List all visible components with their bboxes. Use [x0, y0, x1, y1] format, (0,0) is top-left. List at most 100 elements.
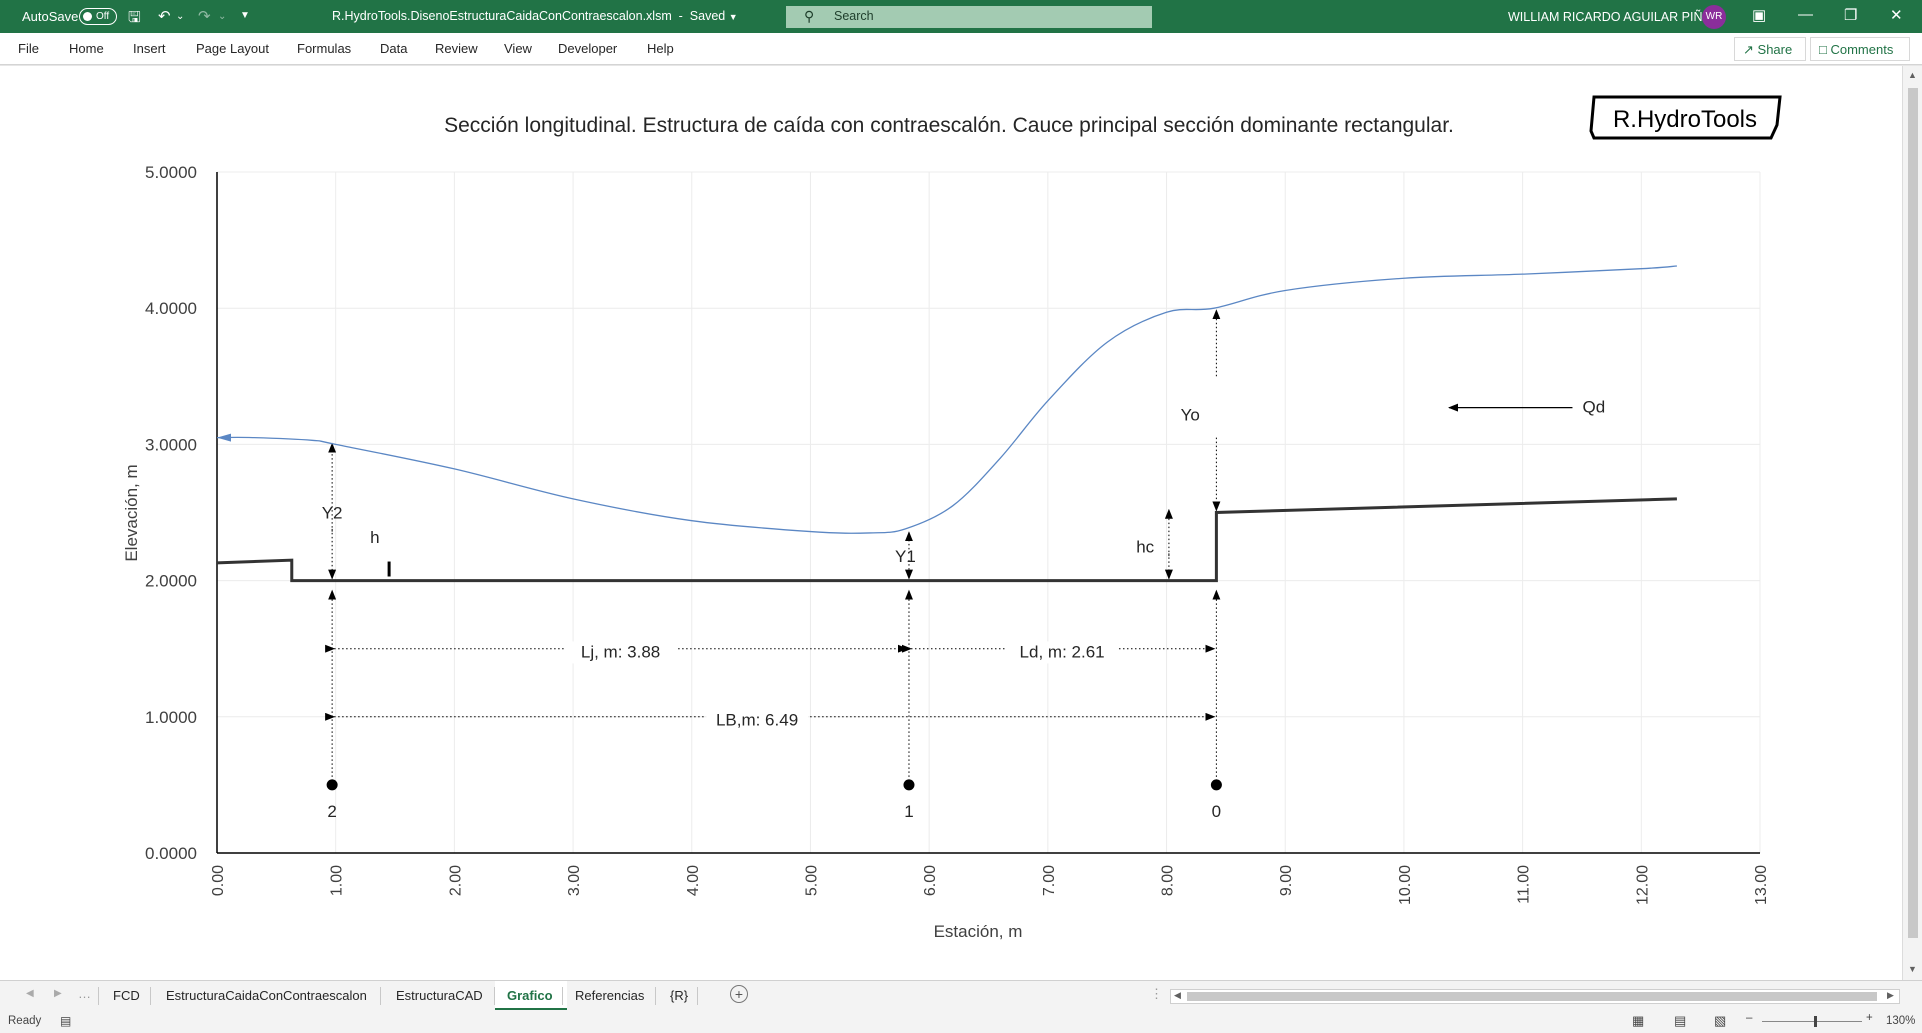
x-tick-label: 3.00 — [566, 865, 583, 896]
chart[interactable]: Sección longitudinal. Estructura de caíd… — [107, 85, 1791, 957]
zoom-out-icon[interactable]: – — [1746, 1012, 1753, 1024]
customize-toolbar-icon[interactable]: ▼ — [240, 10, 250, 21]
tab-separator — [697, 987, 698, 1005]
sheet-tab-r[interactable]: {R} — [670, 988, 689, 1003]
tab-separator — [494, 987, 495, 1005]
section-point-label: 0 — [1212, 802, 1221, 821]
tab-separator — [655, 987, 656, 1005]
tab-developer[interactable]: Developer — [558, 41, 618, 56]
add-sheet-icon[interactable]: + — [730, 985, 748, 1003]
chart-title: Sección longitudinal. Estructura de caíd… — [444, 114, 1454, 137]
tab-view[interactable]: View — [504, 41, 532, 56]
avatar[interactable]: WR — [1702, 5, 1726, 29]
ribbon-display-options-icon[interactable]: ▣ — [1752, 7, 1767, 24]
scroll-right-icon[interactable]: ▶ — [1887, 990, 1894, 1000]
autosave-state: Off — [96, 11, 110, 22]
x-tick-label: 0.00 — [210, 865, 227, 896]
user-name[interactable]: WILLIAM RICARDO AGUILAR PIÑA — [1508, 10, 1711, 24]
minimize-icon[interactable]: — — [1798, 6, 1813, 23]
logo-text: R.HydroTools — [1613, 106, 1757, 133]
logo: R.HydroTools — [1589, 95, 1782, 140]
tab-formulas[interactable]: Formulas — [297, 41, 352, 56]
normal-view-icon[interactable]: ▦ — [1632, 1013, 1645, 1028]
tab-data[interactable]: Data — [380, 41, 408, 56]
tab-insert[interactable]: Insert — [133, 41, 166, 56]
redo-dropdown-icon[interactable]: ⌄ — [218, 11, 227, 22]
comments-label: Comments — [1830, 42, 1894, 57]
more-sheets-icon[interactable]: … — [78, 986, 91, 1001]
tab-file[interactable]: File — [18, 41, 39, 56]
share-icon: ↗ — [1743, 42, 1754, 57]
annotation-label: Y2 — [322, 504, 343, 523]
horizontal-scrollbar[interactable]: ◀ ▶ — [1170, 989, 1900, 1004]
next-sheet-icon[interactable]: ▶ — [54, 988, 62, 999]
comment-icon: □ — [1819, 42, 1827, 57]
annotation-label: Ld, m: 2.61 — [1020, 642, 1105, 661]
macro-recording-icon[interactable]: ▤ — [60, 1014, 72, 1028]
prev-sheet-icon[interactable]: ◀ — [26, 988, 34, 999]
y-tick-label: 4.0000 — [145, 299, 197, 318]
tab-review[interactable]: Review — [435, 41, 478, 56]
flow-direction-arrowhead — [217, 433, 231, 442]
tab-home[interactable]: Home — [69, 41, 104, 56]
zoom-slider[interactable] — [1762, 1016, 1862, 1027]
search-icon: ⚲ — [804, 8, 815, 24]
file-name: R.HydroTools.DisenoEstructuraCaidaConCon… — [332, 9, 672, 23]
tab-separator — [98, 987, 99, 1005]
section-point-marker — [1210, 779, 1222, 791]
sheet-tab-referencias[interactable]: Referencias — [575, 988, 645, 1003]
sheet-tab-fcd[interactable]: FCD — [113, 988, 140, 1003]
scroll-down-icon[interactable]: ▼ — [1908, 964, 1917, 974]
status-text: Ready — [8, 1015, 42, 1027]
y-tick-label: 2.0000 — [145, 572, 197, 591]
save-status: Saved — [689, 9, 726, 23]
x-axis-label: Estación, m — [934, 922, 1023, 941]
page-break-view-icon[interactable]: ▧ — [1714, 1013, 1727, 1028]
y-tick-label: 1.0000 — [145, 708, 197, 727]
x-tick-label: 2.00 — [447, 865, 464, 896]
x-tick-label: 13.00 — [1753, 865, 1770, 905]
annotation-label-background — [1006, 641, 1118, 664]
restore-icon[interactable]: ❐ — [1844, 7, 1858, 24]
autosave-toggle[interactable]: Off — [79, 8, 117, 25]
axes — [216, 172, 1760, 854]
sheet-tab-estructura-caida[interactable]: EstructuraCaidaConContraescalon — [166, 988, 367, 1003]
page-layout-view-icon[interactable]: ▤ — [1674, 1013, 1687, 1028]
save-icon[interactable]: 🖫 — [128, 9, 141, 26]
tab-page-layout[interactable]: Page Layout — [196, 41, 270, 56]
search-placeholder: Search — [834, 9, 874, 23]
sheet-tab-grafico[interactable]: Grafico — [495, 981, 567, 1010]
share-button[interactable]: ↗ Share — [1734, 37, 1806, 61]
scroll-left-icon[interactable]: ◀ — [1174, 990, 1181, 1000]
splitter-handle-icon[interactable]: ⋮ — [1150, 986, 1163, 1001]
tab-separator — [150, 987, 151, 1005]
undo-dropdown-icon[interactable]: ⌄ — [176, 11, 185, 22]
x-tick-label: 9.00 — [1278, 865, 1295, 896]
search-input[interactable]: ⚲ Search — [786, 6, 1152, 28]
scroll-up-icon[interactable]: ▲ — [1908, 70, 1917, 80]
chart-svg: Sección longitudinal. Estructura de caíd… — [122, 95, 1782, 941]
zoom-level[interactable]: 130% — [1886, 1015, 1916, 1027]
section-points: 2 1 0 — [326, 779, 1222, 821]
status-bar: Ready ▤ ▦ ▤ ▧ – + 130% — [0, 1010, 1922, 1033]
horizontal-scroll-thumb[interactable] — [1187, 992, 1877, 1001]
tab-help[interactable]: Help — [647, 41, 674, 56]
vertical-scrollbar[interactable]: ▲ ▼ — [1902, 66, 1922, 980]
autosave-label: AutoSave — [22, 9, 79, 24]
undo-icon[interactable]: ↶ — [158, 8, 171, 25]
tab-separator — [380, 987, 381, 1005]
document-title[interactable]: R.HydroTools.DisenoEstructuraCaidaConCon… — [332, 9, 738, 23]
annotation-label: Y1 — [895, 547, 916, 566]
close-icon[interactable]: ✕ — [1890, 7, 1903, 24]
zoom-in-icon[interactable]: + — [1866, 1012, 1873, 1024]
zoom-slider-thumb[interactable] — [1814, 1016, 1817, 1027]
sheet-tab-estructura-cad[interactable]: EstructuraCAD — [396, 988, 483, 1003]
water-surface-line — [216, 265, 1677, 534]
x-tick-label: 5.00 — [803, 865, 820, 896]
section-point-marker — [903, 779, 915, 791]
redo-icon[interactable]: ↷ — [198, 8, 211, 25]
annotation-label: Lj, m: 3.88 — [581, 642, 660, 661]
comments-button[interactable]: □ Comments — [1810, 37, 1910, 61]
vertical-scroll-thumb[interactable] — [1908, 88, 1918, 938]
toggle-knob — [83, 12, 92, 21]
